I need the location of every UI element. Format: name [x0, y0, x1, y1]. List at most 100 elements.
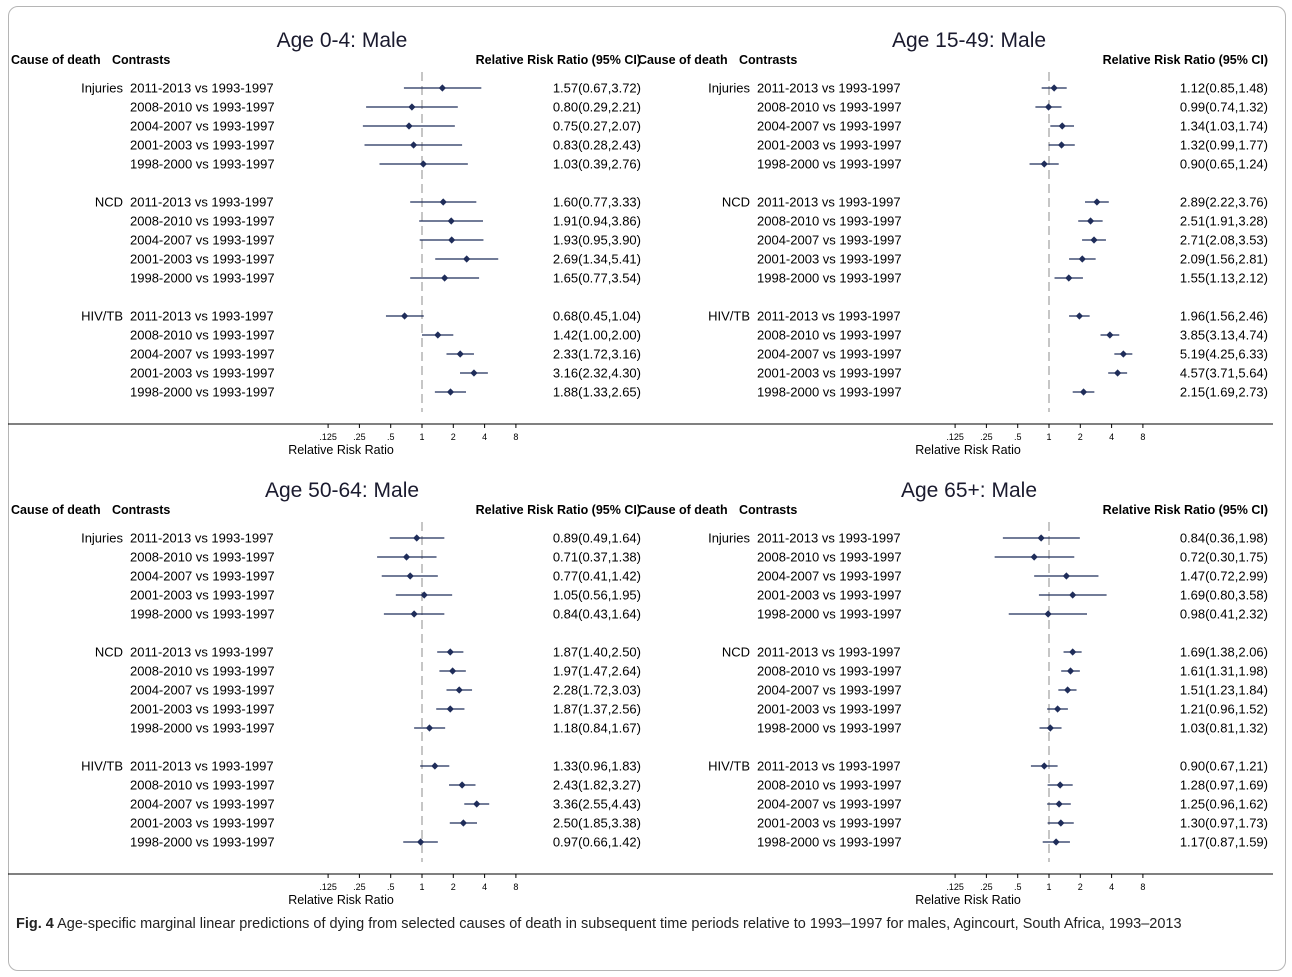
rr-ci-label: 1.34(1.03,1.74) [1180, 119, 1268, 134]
header-contrasts: Contrasts [112, 53, 170, 67]
contrast-label: 2001-2003 vs 1993-1997 [130, 702, 275, 717]
rr-ci-label: 1.55(1.13,2.12) [1180, 271, 1268, 286]
rr-ci-label: 2.89(2.22,3.76) [1180, 195, 1268, 210]
cause-label: NCD [722, 195, 750, 210]
point-estimate [420, 591, 428, 599]
x-tick-label: 8 [1140, 882, 1145, 892]
cause-label: HIV/TB [708, 309, 750, 324]
x-tick-label: .125 [946, 882, 964, 892]
contrast-label: 2004-2007 vs 1993-1997 [130, 347, 275, 362]
x-tick-label: 4 [1109, 882, 1114, 892]
x-tick-label: 2 [451, 882, 456, 892]
contrast-label: 2008-2010 vs 1993-1997 [757, 328, 902, 343]
contrast-label: 1998-2000 vs 1993-1997 [130, 721, 275, 736]
contrast-label: 2004-2007 vs 1993-1997 [757, 347, 902, 362]
cause-label: Injuries [81, 531, 123, 546]
contrast-label: 1998-2000 vs 1993-1997 [130, 157, 275, 172]
rr-ci-label: 0.71(0.37,1.38) [553, 550, 641, 565]
rr-ci-label: 1.28(0.97,1.69) [1180, 778, 1268, 793]
rr-ci-label: 1.65(0.77,3.54) [553, 271, 641, 286]
x-tick-label: 8 [513, 882, 518, 892]
x-tick-label: .125 [946, 432, 964, 442]
rr-ci-label: 0.90(0.67,1.21) [1180, 759, 1268, 774]
contrast-label: 2004-2007 vs 1993-1997 [757, 119, 902, 134]
point-estimate [1050, 84, 1058, 92]
rr-ci-label: 1.69(1.38,2.06) [1180, 645, 1268, 660]
contrast-label: 1998-2000 vs 1993-1997 [130, 271, 275, 286]
contrast-label: 2001-2003 vs 1993-1997 [757, 588, 902, 603]
point-estimate [1066, 667, 1075, 675]
point-estimate [1057, 819, 1065, 827]
rr-ci-label: 1.87(1.37,2.56) [553, 702, 641, 717]
contrast-label: 2001-2003 vs 1993-1997 [757, 366, 902, 381]
rr-ci-label: 2.51(1.91,3.28) [1180, 214, 1268, 229]
x-tick-label: 2 [451, 432, 456, 442]
contrast-label: 2011-2013 vs 1993-1997 [757, 531, 901, 546]
rr-ci-label: 2.09(1.56,2.81) [1180, 252, 1268, 267]
rr-ci-label: 1.91(0.94,3.86) [553, 214, 641, 229]
rr-ci-label: 1.88(1.33,2.65) [553, 385, 641, 400]
header-rr-ci: Relative Risk Ratio (95% CI) [476, 53, 641, 67]
rr-ci-label: 1.32(0.99,1.77) [1180, 138, 1268, 153]
rr-ci-label: 5.19(4.25,6.33) [1180, 347, 1268, 362]
point-estimate [1106, 331, 1114, 339]
contrast-label: 2004-2007 vs 1993-1997 [130, 119, 275, 134]
header-rr-ci: Relative Risk Ratio (95% CI) [476, 503, 641, 517]
rr-ci-label: 0.97(0.66,1.42) [553, 835, 641, 850]
contrast-label: 2011-2013 vs 1993-1997 [757, 81, 901, 96]
rr-ci-label: 1.51(1.23,1.84) [1180, 683, 1268, 698]
x-tick-label: 4 [482, 882, 487, 892]
rr-ci-label: 2.71(2.08,3.53) [1180, 233, 1268, 248]
contrast-label: 2001-2003 vs 1993-1997 [757, 702, 902, 717]
point-estimate [1062, 572, 1070, 580]
point-estimate [1054, 705, 1062, 713]
point-estimate [408, 103, 416, 111]
rr-ci-label: 2.15(1.69,2.73) [1180, 385, 1268, 400]
point-estimate [441, 274, 449, 282]
header-cause-of-death: Cause of death [638, 53, 728, 67]
forest-plot-figure: Age 0-4: Male Cause of death Contrasts Rela… [8, 29, 1273, 907]
rr-ci-label: 1.93(0.95,3.90) [553, 233, 641, 248]
rr-ci-label: 0.99(0.74,1.32) [1180, 100, 1268, 115]
point-estimate [1069, 648, 1077, 656]
rr-ci-label: 2.33(1.72,3.16) [553, 347, 641, 362]
contrast-label: 2004-2007 vs 1993-1997 [130, 233, 275, 248]
x-tick-label: 8 [1140, 432, 1145, 442]
contrast-label: 1998-2000 vs 1993-1997 [757, 385, 902, 400]
cause-label: Injuries [708, 531, 750, 546]
figure-caption: Fig. 4 Age-specific marginal linear pred… [16, 914, 1266, 934]
cause-label: NCD [722, 645, 750, 660]
point-estimate [1090, 236, 1098, 244]
x-axis-label: Relative Risk Ratio [915, 443, 1021, 457]
point-estimate [1040, 762, 1048, 770]
rr-ci-label: 3.85(3.13,4.74) [1180, 328, 1268, 343]
point-estimate [446, 388, 455, 396]
point-estimate [425, 724, 434, 732]
x-tick-label: .25 [980, 882, 993, 892]
point-estimate [1119, 350, 1127, 358]
contrast-label: 2008-2010 vs 1993-1997 [130, 664, 275, 679]
header-rr-ci: Relative Risk Ratio (95% CI) [1103, 503, 1268, 517]
x-tick-label: 1 [1046, 432, 1051, 442]
rr-ci-label: 1.18(0.84,1.67) [553, 721, 641, 736]
point-estimate [1064, 686, 1072, 694]
rr-ci-label: 1.87(1.40,2.50) [553, 645, 641, 660]
rr-ci-label: 0.98(0.41,2.32) [1180, 607, 1268, 622]
point-estimate [1079, 388, 1088, 396]
contrast-label: 1998-2000 vs 1993-1997 [757, 721, 902, 736]
point-estimate [438, 84, 446, 92]
x-tick-label: .25 [353, 432, 366, 442]
point-estimate [1046, 724, 1054, 732]
rr-ci-label: 1.25(0.96,1.62) [1180, 797, 1268, 812]
contrast-label: 2004-2007 vs 1993-1997 [757, 797, 902, 812]
x-tick-label: .25 [353, 882, 366, 892]
rr-ci-label: 1.47(0.72,2.99) [1180, 569, 1268, 584]
contrast-label: 2008-2010 vs 1993-1997 [757, 100, 902, 115]
rr-ci-label: 0.68(0.45,1.04) [553, 309, 641, 324]
point-estimate [1037, 534, 1045, 542]
point-estimate [1078, 255, 1086, 263]
rr-ci-label: 0.83(0.28,2.43) [553, 138, 641, 153]
x-axis-label: Relative Risk Ratio [288, 893, 394, 907]
header-cause-of-death: Cause of death [638, 503, 728, 517]
rr-ci-label: 2.69(1.34,5.41) [553, 252, 641, 267]
